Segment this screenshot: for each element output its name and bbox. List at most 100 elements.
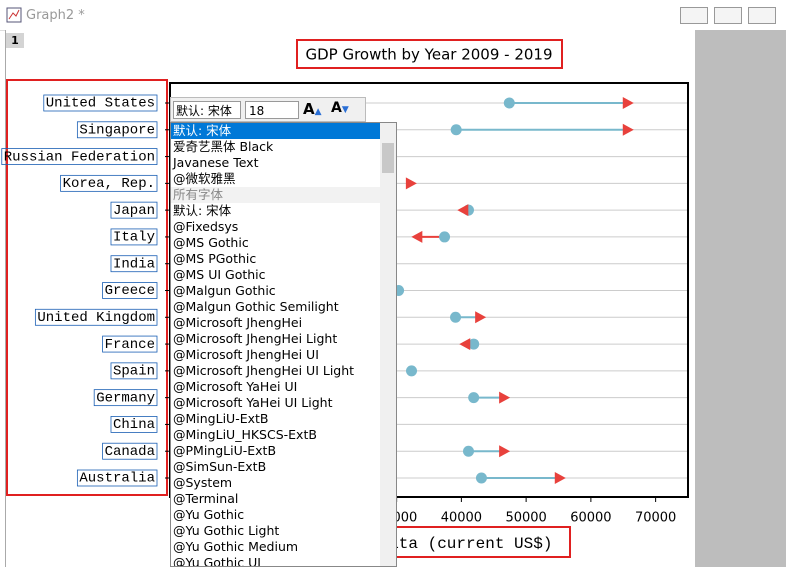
page-margin	[695, 30, 786, 567]
font-item[interactable]: @Fixedsys	[173, 219, 239, 234]
font-item[interactable]: @Malgun Gothic Semilight	[173, 299, 339, 314]
label-box	[76, 121, 158, 139]
x-tick-label: 40000	[441, 511, 482, 526]
marker-circle	[439, 231, 451, 243]
marker-circle	[468, 338, 480, 350]
label-box	[102, 335, 158, 353]
y-tick-label: China	[113, 417, 155, 433]
font-item[interactable]: @微软雅黑	[173, 171, 236, 186]
y-tick-label: Canada	[105, 444, 155, 460]
marker-triangle	[499, 445, 511, 458]
font-item[interactable]: @Yu Gothic UI	[173, 555, 261, 567]
chart-title: GDP Growth by Year 2009 - 2019	[305, 46, 552, 64]
scroll-thumb[interactable]	[382, 143, 394, 173]
y-tick-label: Singapore	[79, 122, 155, 138]
layer-tab[interactable]: 1	[6, 33, 24, 48]
marker-circle	[406, 365, 418, 377]
minimize-button[interactable]	[680, 7, 708, 24]
scrollbar[interactable]	[380, 123, 396, 566]
font-item[interactable]: @Yu Gothic Medium	[173, 539, 299, 554]
label-box	[110, 201, 158, 219]
y-tick-label: Italy	[113, 230, 155, 246]
font-item[interactable]: @Malgun Gothic	[173, 283, 276, 298]
font-select[interactable]: 默认: 宋体	[173, 101, 241, 119]
marker-triangle	[499, 391, 511, 404]
x-tick-label: 50000	[505, 511, 546, 526]
font-item[interactable]: @Microsoft JhengHei Light	[173, 331, 338, 346]
marker-triangle	[622, 123, 634, 136]
marker-circle	[450, 124, 462, 136]
label-box	[1, 148, 158, 165]
font-item[interactable]: @MS PGothic	[173, 251, 257, 266]
y-tick-label: United States	[46, 96, 155, 112]
marker-triangle	[411, 230, 423, 243]
font-item[interactable]: @MS UI Gothic	[173, 267, 266, 282]
label-box	[43, 94, 158, 112]
marker-circle	[503, 97, 515, 109]
font-item[interactable]: @System	[173, 475, 233, 490]
font-item[interactable]: @MingLiU_HKSCS-ExtB	[173, 427, 317, 442]
font-item[interactable]: Javanese Text	[173, 155, 259, 170]
font-item[interactable]: @MS Gothic	[173, 235, 249, 250]
title-bar: Graph2 *	[0, 0, 786, 31]
marker-triangle	[554, 472, 566, 484]
label-box	[110, 255, 158, 273]
label-box	[34, 308, 158, 326]
label-box	[102, 282, 158, 299]
font-item[interactable]: @PMingLiU-ExtB	[173, 443, 277, 458]
marker-circle	[475, 472, 487, 484]
font-item[interactable]: @Microsoft YaHei UI Light	[173, 395, 333, 410]
label-box	[76, 469, 158, 487]
font-item[interactable]: @Terminal	[173, 491, 239, 506]
font-item[interactable]: @SimSun-ExtB	[173, 459, 267, 474]
marker-triangle	[475, 311, 487, 324]
marker-triangle	[457, 204, 469, 217]
shrink-font-button[interactable]: A▼	[331, 100, 349, 116]
label-highlight	[6, 79, 168, 496]
font-item[interactable]: 默认: 宋体	[171, 123, 396, 139]
y-tick-label: Germany	[96, 390, 155, 406]
y-tick-label: Russian Federation	[4, 149, 155, 165]
grow-font-button[interactable]: A▲	[303, 100, 322, 118]
font-item[interactable]: @Microsoft JhengHei UI	[173, 347, 319, 362]
font-item[interactable]: 默认: 宋体	[173, 203, 232, 218]
marker-triangle	[622, 97, 634, 109]
marker-triangle	[405, 177, 417, 190]
font-item[interactable]: @Yu Gothic Light	[173, 523, 280, 538]
font-item[interactable]: @MingLiU-ExtB	[173, 411, 269, 426]
font-toolbar: 默认: 宋体 18 A▲ A▼	[170, 97, 366, 122]
maximize-button[interactable]	[714, 7, 742, 24]
x-tick-label: 60000	[570, 511, 611, 526]
font-item[interactable]: 爱奇艺黑体 Black	[173, 139, 274, 154]
y-tick-label: Greece	[105, 283, 155, 299]
label-box	[102, 442, 158, 460]
y-tick-label: United Kingdom	[37, 310, 155, 326]
y-tick-label: Korea, Rep.	[63, 176, 155, 192]
font-item[interactable]: 所有字体	[171, 187, 396, 203]
label-box	[110, 362, 158, 380]
label-box	[110, 228, 158, 246]
font-item[interactable]: @Microsoft JhengHei UI Light	[173, 363, 355, 378]
font-item[interactable]: @Microsoft YaHei UI	[173, 379, 298, 394]
y-tick-label: Australia	[79, 471, 155, 487]
marker-circle	[462, 445, 474, 457]
y-tick-label: France	[105, 337, 155, 353]
marker-triangle	[459, 338, 471, 351]
label-box	[93, 389, 158, 407]
size-select[interactable]: 18	[245, 101, 299, 119]
x-tick-label: 70000	[635, 511, 676, 526]
close-button[interactable]	[748, 7, 776, 24]
marker-circle	[450, 311, 462, 323]
y-tick-label: Japan	[113, 203, 155, 219]
label-box	[60, 174, 158, 192]
y-tick-label: India	[113, 256, 155, 272]
label-box	[110, 416, 158, 433]
window-title: Graph2 *	[26, 8, 85, 23]
font-item[interactable]: @Yu Gothic	[173, 507, 245, 522]
title-highlight	[296, 39, 563, 69]
marker-circle	[468, 392, 480, 404]
font-item[interactable]: @Microsoft JhengHei	[173, 315, 303, 330]
window-icon	[6, 7, 22, 23]
y-tick-label: Spain	[113, 364, 155, 380]
